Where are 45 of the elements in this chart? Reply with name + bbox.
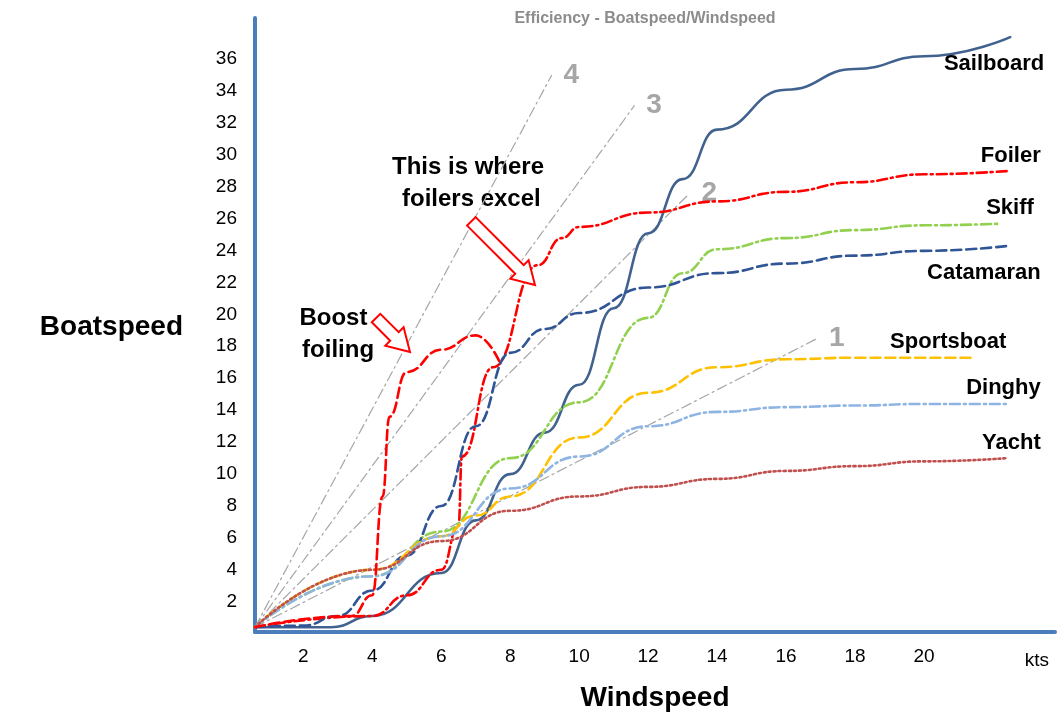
series-label: Sportsboat	[890, 328, 1007, 354]
y-tick-label: 26	[215, 206, 237, 228]
x-tick-label: 8	[504, 645, 516, 666]
y-tick-label: 4	[226, 557, 238, 579]
y-tick-label: 16	[215, 366, 237, 388]
y-tick-label: 14	[215, 398, 238, 420]
series-label: 3	[646, 88, 662, 120]
y-tick-label: 10	[215, 462, 237, 484]
series-label: 4	[563, 57, 580, 89]
series-label: Yacht	[982, 428, 1042, 454]
series-label: 2	[701, 175, 718, 207]
x-tick-label: 12	[637, 645, 659, 666]
y-axis-title: Boatspeed	[39, 309, 183, 341]
x-tick-label: 20	[913, 645, 935, 666]
y-tick-label: 8	[226, 493, 237, 515]
y-tick-label: 20	[215, 302, 237, 324]
series-label: Foiler	[980, 141, 1042, 167]
x-axis-title: Windspeed	[580, 680, 730, 712]
x-tick-label: 10	[568, 645, 590, 666]
y-tick-label: 28	[215, 174, 237, 196]
series-label: 1	[829, 321, 845, 353]
y-tick-label: 24	[215, 238, 238, 260]
y-tick-label: 6	[226, 525, 237, 547]
y-tick-label: 34	[215, 79, 238, 101]
x-tick-label: 16	[775, 645, 797, 666]
series-label: Skiff	[986, 194, 1035, 220]
text: kts	[1024, 648, 1049, 670]
series-label: Sailboard	[943, 49, 1045, 75]
annotation: This is where foilers excel	[392, 151, 551, 211]
chart-title: Efficiency - Boatspeed/Windspeed	[514, 8, 776, 26]
annotation: Boost foiling	[299, 302, 375, 362]
y-tick-label: 2	[226, 589, 237, 611]
y-tick-label: 36	[215, 47, 237, 69]
y-tick-label: 30	[215, 143, 237, 165]
x-tick-label: 6	[435, 645, 447, 666]
series-label: Catamaran	[927, 258, 1041, 284]
series-label: Dinghy	[966, 374, 1042, 400]
y-tick-label: 22	[215, 270, 237, 292]
y-tick-label: 18	[215, 334, 237, 356]
y-tick-label: 32	[215, 111, 237, 133]
x-tick-label: 2	[297, 645, 309, 666]
y-tick-label: 12	[215, 430, 237, 452]
x-tick-label: 18	[844, 645, 866, 666]
x-tick-label: 14	[706, 645, 729, 666]
x-tick-label: 4	[366, 645, 378, 666]
